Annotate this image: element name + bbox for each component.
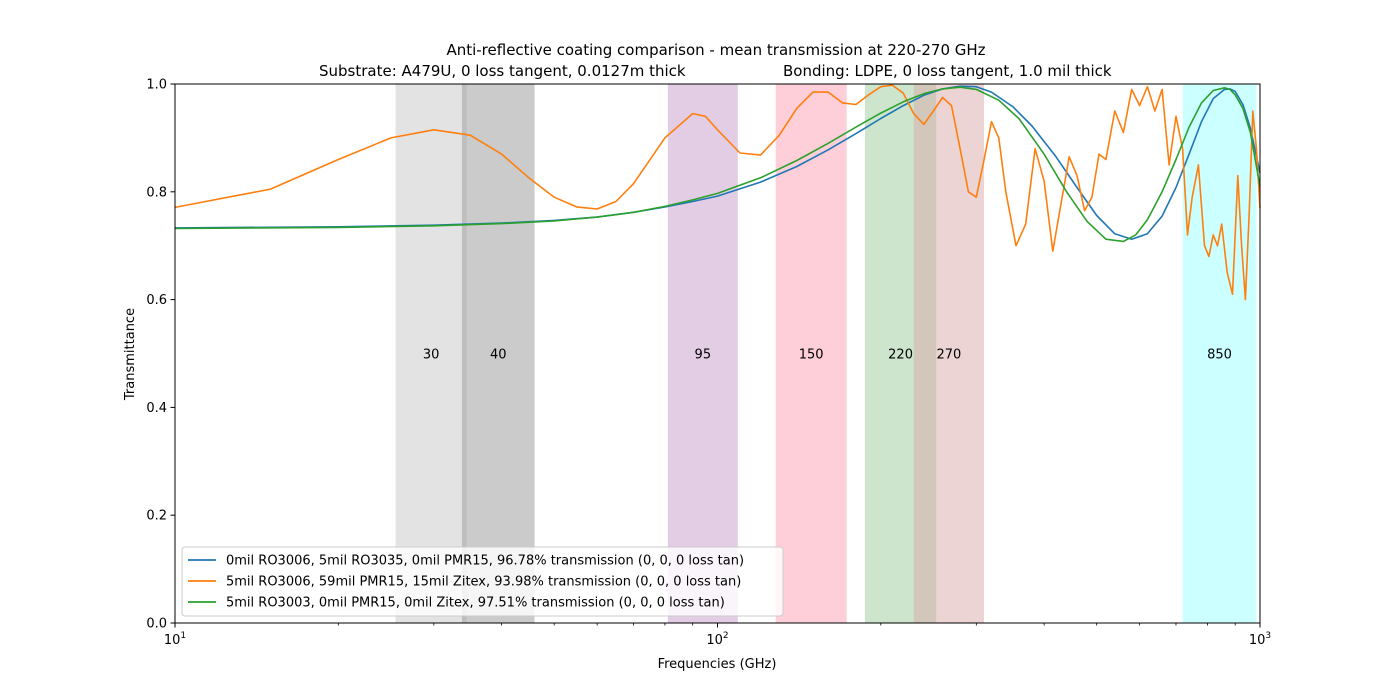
y-tick-label: 1.0 bbox=[146, 78, 167, 93]
legend-label-3: 5mil RO3003, 0mil PMR15, 0mil Zitex, 97.… bbox=[226, 596, 725, 611]
legend: 0mil RO3006, 5mil RO3035, 0mil PMR15, 96… bbox=[181, 546, 784, 617]
chart-title: Anti-reflective coating comparison - mea… bbox=[446, 41, 985, 59]
x-tick-label-exponent: 3 bbox=[1265, 631, 1271, 641]
band-270 bbox=[913, 84, 985, 623]
band-label-150: 150 bbox=[799, 348, 824, 363]
y-axis: 0.0 0.2 0.4 0.6 0.8 1.0 bbox=[146, 78, 175, 632]
chart-subtitle-left: Substrate: A479U, 0 loss tangent, 0.0127… bbox=[319, 62, 686, 80]
x-tick-label-exponent: 1 bbox=[180, 631, 186, 641]
band-150 bbox=[775, 84, 847, 623]
x-axis-label: Frequencies (GHz) bbox=[658, 657, 777, 672]
series-group bbox=[174, 84, 1261, 301]
x-tick-label-exponent: 2 bbox=[723, 631, 729, 641]
x-tick-label: 101 bbox=[164, 631, 186, 648]
x-axis: 101 102 103 bbox=[164, 623, 1271, 648]
x-tick-label-base: 10 bbox=[164, 633, 181, 648]
band-group: 30 40 95 150 220 270 850 bbox=[395, 84, 1257, 623]
y-tick-label: 0.2 bbox=[146, 509, 167, 524]
band-30 bbox=[395, 84, 467, 623]
chart-subtitle-right: Bonding: LDPE, 0 loss tangent, 1.0 mil t… bbox=[783, 62, 1112, 80]
band-label-40: 40 bbox=[490, 348, 507, 363]
y-tick-label: 0.0 bbox=[146, 617, 167, 632]
band-label-220: 220 bbox=[888, 348, 913, 363]
band-850 bbox=[1182, 84, 1257, 623]
x-tick-label-base: 10 bbox=[706, 633, 723, 648]
band-label-95: 95 bbox=[695, 348, 712, 363]
y-tick-label: 0.6 bbox=[146, 293, 167, 308]
y-axis-label: Transmittance bbox=[123, 308, 138, 401]
band-label-850: 850 bbox=[1207, 348, 1232, 363]
legend-label-1: 0mil RO3006, 5mil RO3035, 0mil PMR15, 96… bbox=[226, 554, 744, 569]
x-tick-label: 102 bbox=[706, 631, 728, 648]
y-tick-label: 0.4 bbox=[146, 401, 167, 416]
series-line-3 bbox=[174, 86, 1261, 243]
band-label-270: 270 bbox=[936, 348, 961, 363]
band-40 bbox=[461, 84, 535, 623]
x-tick-label-base: 10 bbox=[1249, 633, 1266, 648]
series-line-2 bbox=[174, 84, 1261, 301]
legend-box bbox=[181, 546, 784, 617]
x-tick-label: 103 bbox=[1249, 631, 1271, 648]
legend-label-2: 5mil RO3006, 59mil PMR15, 15mil Zitex, 9… bbox=[226, 575, 741, 590]
band-95 bbox=[667, 84, 738, 623]
band-label-30: 30 bbox=[423, 348, 440, 363]
y-tick-label: 0.8 bbox=[146, 185, 167, 200]
